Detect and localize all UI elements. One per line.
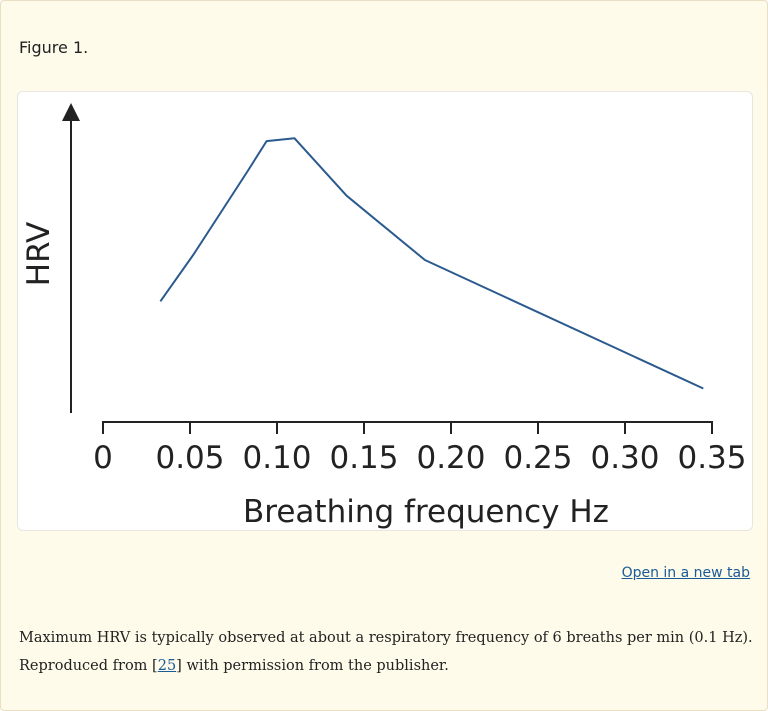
figure-image: 0 0.05 0.10 0.15 0.20 0.25 0.30 0.35 Breathing … — [17, 91, 753, 531]
x-tick-label: 0.30 — [590, 440, 659, 476]
x-tick-label: 0.35 — [677, 440, 746, 476]
x-tick-label: 0.15 — [329, 440, 398, 476]
ref-bracket-open: [ — [152, 658, 158, 674]
open-in-new-tab-link[interactable]: Open in a new tab — [621, 565, 750, 581]
caption-line-1: Maximum HRV is typically observed at abo… — [19, 630, 753, 646]
series-line — [159, 137, 704, 390]
x-tick-label: 0.10 — [242, 440, 311, 476]
x-tick-label: 0.25 — [503, 440, 572, 476]
x-tick-label: 0.20 — [416, 440, 485, 476]
x-tick-label: 0 — [93, 440, 113, 476]
y-axis-label: HRV — [21, 222, 57, 286]
y-axis-arrow-icon — [62, 103, 80, 121]
ref-bracket-close: ] — [176, 658, 182, 674]
x-axis-label: Breathing frequency Hz — [243, 494, 609, 530]
caption-suffix: with permission from the publisher. — [181, 658, 449, 674]
hrv-line-chart: 0 0.05 0.10 0.15 0.20 0.25 0.30 0.35 Breathing … — [21, 103, 747, 530]
caption-prefix: Reproduced from — [19, 658, 153, 674]
figure-caption: Maximum HRV is typically observed at abo… — [19, 624, 759, 680]
x-tick-label: 0.05 — [155, 440, 224, 476]
reference-link-25[interactable]: 25 — [157, 658, 177, 674]
figure-label: Figure 1. — [19, 38, 89, 57]
caption-line-2: Reproduced from [25] with permission fro… — [19, 652, 759, 680]
